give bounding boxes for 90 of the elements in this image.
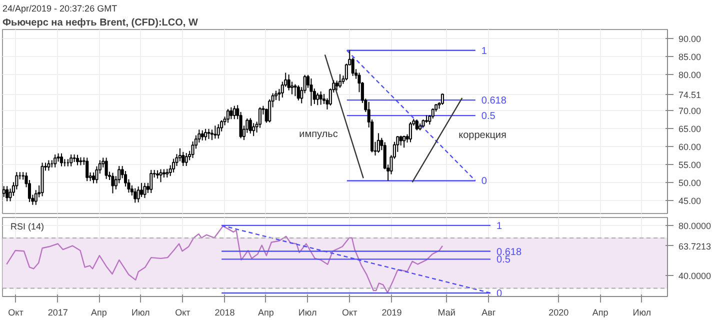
x-tick-label: 2018 [214,308,235,318]
x-tick-label: Июл [632,308,652,318]
candlestick [143,182,146,199]
y-tick-label: 60.00 [678,142,702,152]
y-tick-label: 40.0000 [678,271,712,282]
candlestick [70,154,73,167]
candlestick [376,132,380,154]
y-tick-label: 70.00 [678,106,702,116]
series-label: 1 [481,46,488,57]
candlestick [104,157,108,180]
annotation: импульс [299,129,338,140]
series-label: 1 [496,220,502,232]
y-tick-label: 80.00 [678,70,702,80]
candlestick [92,172,96,184]
x-tick-label: 2017 [48,308,68,318]
x-tick-label: Авг [482,308,496,318]
x-tick-label: Окт [342,308,358,318]
candlestick [216,124,220,140]
candlestick [335,80,338,91]
y-tick-label: 85.00 [678,52,702,62]
candlestick [47,160,50,172]
candlestick [226,108,230,124]
candlestick [140,182,144,198]
candlestick [319,90,322,106]
y-tick-label: 65.00 [678,124,702,134]
candlestick [76,154,80,166]
x-tick-label: Апр [91,308,107,318]
x-tick-label: Окт [8,308,24,318]
series-label: 0.5 [496,254,511,266]
text: RSI (14) [10,222,44,232]
candlestick [159,168,162,183]
x-tick-label: Июл [131,308,150,318]
candlestick [172,158,176,173]
series-label: 0.618 [481,96,507,107]
series-label: 0.5 [481,111,496,122]
candlestick [178,148,182,162]
candlestick [184,152,188,166]
candlestick [316,92,320,106]
candlestick [290,81,294,95]
y-tick-label: 63.7213 [678,241,712,252]
series-label: 0 [481,176,488,188]
candlestick [344,63,348,81]
candlestick [182,151,185,166]
x-tick-label: Июл [298,308,317,318]
candlestick [210,129,214,141]
candlestick [252,122,256,137]
candlestick [134,188,137,204]
candlestick [402,135,406,148]
candlestick [248,118,252,134]
candlestick [351,57,354,76]
candlestick [54,154,57,168]
candlestick [294,84,297,97]
y-tick-label: 50.00 [678,178,702,188]
y-tick-label: 90.00 [678,34,702,44]
candlestick [287,74,290,91]
y-tick-label: 74.51 [678,90,702,100]
y-tick-label: 45.00 [678,196,702,206]
text: 24/Apr/2019 - 20:37:26 GMT [2,4,118,14]
candlestick [204,128,208,141]
candlestick [136,186,140,203]
candlestick [2,186,6,198]
candlestick [296,84,300,101]
candlestick [200,130,204,141]
candlestick [6,186,9,202]
candlestick [338,74,342,88]
x-tick-label: Май [438,308,456,318]
candlestick [232,105,236,120]
y-tick-label: 55.00 [678,160,702,170]
x-tick-label: 2020 [548,308,569,318]
candlestick [60,152,64,167]
candlestick [408,122,412,143]
candlestick [111,172,114,194]
candlestick [207,128,210,140]
candlestick [34,190,38,206]
x-tick-label: Апр [592,308,608,318]
candlestick [86,157,89,182]
annotation: коррекция [458,130,506,141]
candlestick [214,125,217,140]
candlestick [310,78,313,106]
candlestick [230,106,233,120]
candlestick [415,119,418,131]
x-tick-label: 2019 [382,308,402,318]
candlestick [440,93,444,106]
chart-title: Фьючерс на нефть Brent, (CFD):LCO, W [2,18,198,28]
x-tick-label: Апр [258,308,274,318]
candlestick [399,135,402,146]
y-tick-label: 80.0000 [678,220,712,231]
x-tick-label: Окт [175,308,190,318]
candlestick [150,169,153,194]
candlestick [258,106,262,128]
